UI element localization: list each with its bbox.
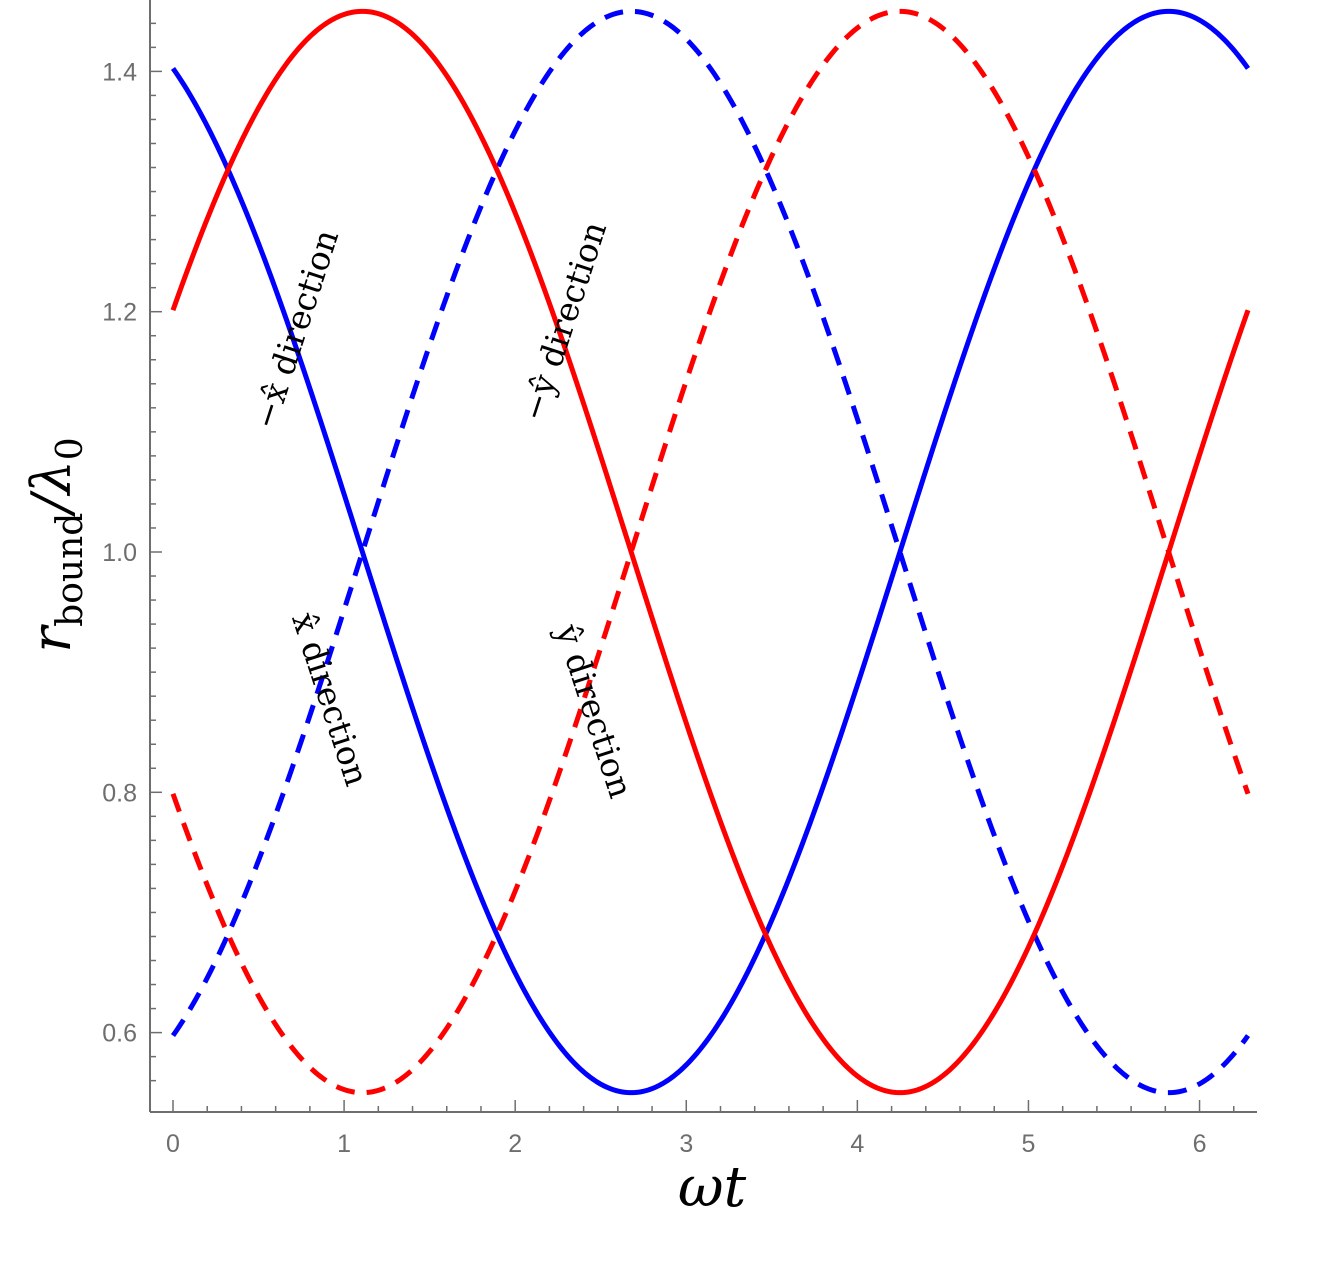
y-tick-label: 0.8: [102, 779, 137, 807]
y-tick-label: 1.0: [102, 539, 137, 567]
series-line-minus-y-direction: [170, 8, 1251, 1096]
annotation-minus-x-direction: −x̂ direction: [245, 225, 346, 434]
x-tick-label: 0: [166, 1130, 180, 1158]
series-line-x-direction: [170, 8, 1251, 1096]
y-axis-title-rest: /λ: [20, 460, 83, 517]
x-tick-label: 2: [508, 1130, 522, 1158]
curves: [170, 8, 1251, 1096]
axes: 0 1 2 3 4 5 6 0.6 0.8 1.0 1.2 1.4: [102, 0, 1257, 1158]
x-tick-label: 5: [1022, 1130, 1036, 1158]
x-tick-label: 3: [679, 1130, 693, 1158]
x-tick-label: 1: [337, 1130, 351, 1158]
x-tick-label: 4: [850, 1130, 864, 1158]
series-line-y-direction: [170, 8, 1251, 1096]
series-line-minus-x-direction: [170, 8, 1251, 1096]
y-tick-label: 0.6: [102, 1020, 137, 1048]
x-tick-label: 6: [1193, 1130, 1207, 1158]
y-tick-label: 1.4: [102, 58, 137, 86]
y-axis-title-rest-sub: 0: [50, 437, 91, 460]
annotation-x-direction: x̂ direction: [284, 608, 377, 791]
y-axis-title-sub: bound: [50, 513, 91, 627]
axis-titles: ωt rbound/λ0: [20, 437, 747, 1220]
y-axis-title-main: r: [20, 624, 83, 653]
y-tick-label: 1.2: [102, 299, 137, 327]
y-axis-title: rbound/λ0: [20, 437, 91, 652]
x-axis-title: ωt: [678, 1155, 747, 1220]
annotation-y-direction: ŷ direction: [548, 619, 641, 803]
